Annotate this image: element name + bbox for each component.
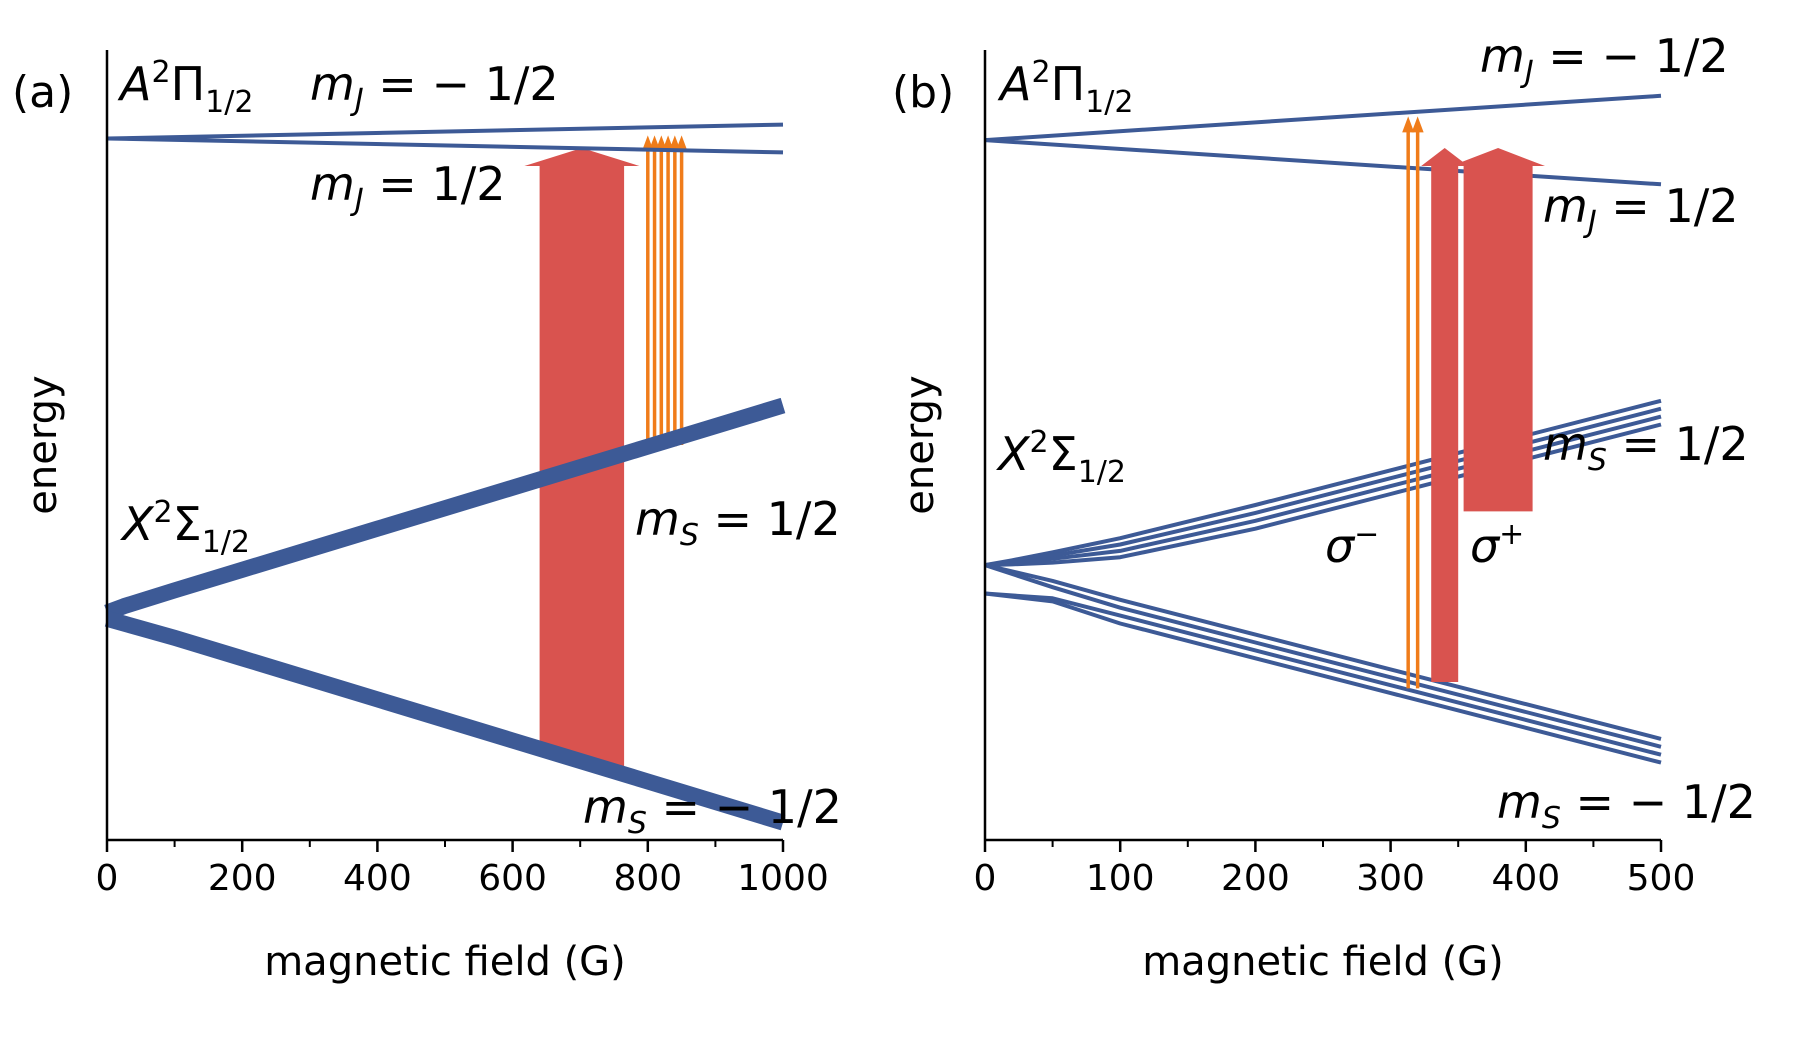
panel-b-level-line-6 (984, 563, 1662, 741)
panel-a-ylabel: energy (20, 375, 66, 514)
panel-a-level-line-2 (104, 397, 786, 620)
panel-b-transition-arrowhead-0-0 (1402, 116, 1415, 133)
panel-b-x-ticks: 0 100 200 300 400 500 (974, 840, 1696, 899)
panel-b-transition-band-2 (1451, 148, 1545, 512)
panel-a-level-line-1 (106, 136, 784, 155)
panel-b-tick-label-4: 400 (1491, 858, 1560, 899)
panel-b-level-line-0 (984, 93, 1662, 143)
panel-a-tick-label-4: 800 (613, 858, 682, 899)
panel-b-mj-plus-label: mJ = 1/2 (1543, 179, 1739, 240)
panel-a-tick-label-3: 600 (478, 858, 547, 899)
panel-b-ylabel: energy (897, 375, 943, 514)
panel-b-tick-label-0: 0 (974, 858, 997, 899)
panel-b-tick-label-5: 500 (1627, 858, 1696, 899)
panel-a-ms-minus-label: mS = − 1/2 (583, 780, 842, 841)
panel-a-ms-plus-label: mS = 1/2 (635, 492, 841, 553)
sigma-plus-label: σ+ (1470, 517, 1524, 573)
panel-b-excited-state-label: A2Π1/2 (997, 55, 1133, 120)
panel-b-level-line-1 (984, 138, 1662, 187)
panel-b-transitions (1402, 116, 1545, 689)
panel-a-tick-label-1: 200 (208, 858, 277, 899)
sigma-minus-label: σ− (1325, 517, 1379, 573)
panel-a-level-line-3 (104, 611, 786, 831)
panel-b-ms-minus-label: mS = − 1/2 (1497, 775, 1756, 836)
panel-a-energy-levels (104, 122, 786, 831)
panel-b-level-line-9 (984, 591, 1662, 765)
panel-b-tick-label-1: 100 (1086, 858, 1155, 899)
panel-a-tick-label-0: 0 (96, 858, 119, 899)
panel-a: 0 200 400 600 800 1000 magnetic field (G) ene… (12, 50, 842, 985)
panel-b: 0 100 200 300 400 500 magnetic field (G) ener… (892, 29, 1756, 985)
panel-b-ms-plus-label: mS = 1/2 (1543, 417, 1749, 478)
panel-b-xlabel: magnetic field (G) (1142, 939, 1504, 985)
panel-a-mj-plus-label: mJ = 1/2 (310, 157, 506, 218)
panel-a-x-ticks: 0 200 400 600 800 1000 (96, 840, 829, 899)
panel-a-excited-state-label: A2Π1/2 (117, 55, 253, 120)
panel-a-level-line-0 (106, 122, 784, 141)
panel-a-tick-label-5: 1000 (737, 858, 829, 899)
panel-b-transition-band-1 (1421, 148, 1469, 682)
panel-b-tick-label-2: 200 (1221, 858, 1290, 899)
panel-a-ground-state-label: X2Σ1/2 (120, 495, 250, 560)
panel-b-level-line-8 (984, 591, 1662, 757)
panel-a-label: (a) (12, 67, 73, 118)
panel-b-transition-arrowhead-0-1 (1411, 116, 1424, 133)
panel-b-mj-minus-label: mJ = − 1/2 (1480, 29, 1729, 90)
panel-a-mj-minus-label: mJ = − 1/2 (310, 57, 559, 118)
panel-b-label: (b) (892, 67, 954, 118)
panel-a-xlabel: magnetic field (G) (264, 939, 626, 985)
panel-b-level-line-7 (984, 563, 1662, 749)
panel-b-ground-state-label: X2Σ1/2 (996, 425, 1126, 490)
panel-b-tick-label-3: 300 (1356, 858, 1425, 899)
panel-a-transition-arrowhead-1-5 (675, 135, 688, 152)
panel-a-tick-label-2: 400 (343, 858, 412, 899)
